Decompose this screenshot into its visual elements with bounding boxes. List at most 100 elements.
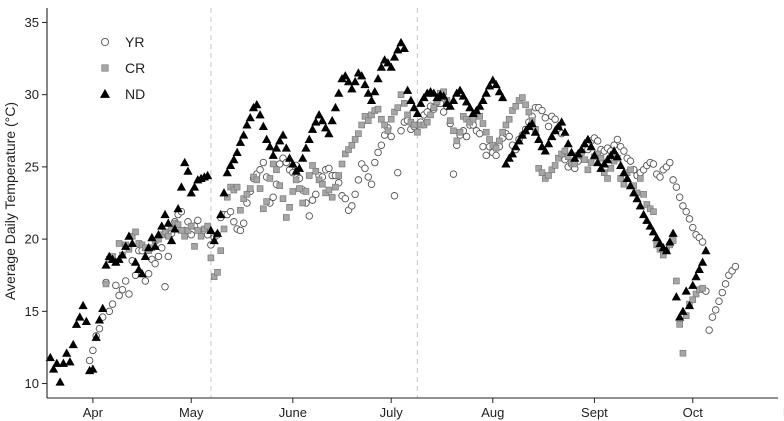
y-tick-label-15: 15: [25, 304, 39, 319]
point-yr-8: [112, 281, 120, 290]
point-nd-91: [343, 76, 354, 86]
point-nd-155: [553, 121, 563, 130]
point-nd-169: [599, 159, 609, 168]
point-nd-50: [209, 235, 219, 245]
point-cr-68: [325, 186, 333, 194]
point-cr-127: [519, 94, 526, 101]
point-nd-131: [475, 101, 485, 110]
point-yr-85: [364, 173, 372, 181]
point-nd-138: [498, 92, 508, 102]
point-nd-139: [501, 159, 511, 168]
point-nd-198: [694, 264, 704, 273]
point-nd-107: [396, 37, 406, 47]
point-cr-43: [243, 191, 251, 198]
point-nd-5: [62, 348, 72, 357]
x-tick-label-may: May: [179, 405, 204, 420]
point-cr-61: [302, 188, 310, 195]
point-cr-123: [505, 115, 513, 123]
point-nd-29: [140, 251, 150, 260]
x-tick-label-aug: Aug: [481, 405, 504, 420]
point-cr-157: [617, 175, 624, 182]
point-nd-67: [265, 141, 275, 151]
point-nd-117: [429, 88, 439, 97]
point-nd-3: [55, 377, 65, 386]
point-nd-23: [121, 241, 131, 250]
point-cr-64: [312, 167, 320, 175]
point-nd-69: [271, 143, 282, 152]
point-cr-146: [581, 156, 588, 163]
point-nd-197: [691, 271, 701, 281]
point-nd-81: [311, 117, 321, 126]
point-cr-106: [450, 127, 457, 135]
point-yr-189: [705, 326, 713, 334]
point-nd-44: [189, 182, 200, 191]
point-nd-97: [363, 88, 373, 97]
point-cr-87: [387, 115, 395, 123]
point-yr-17: [141, 277, 150, 285]
point-cr-57: [289, 188, 297, 195]
point-cr-26: [187, 222, 195, 230]
point-cr-60: [299, 199, 306, 207]
point-cr-147: [584, 166, 592, 174]
point-cr-137: [551, 162, 559, 169]
point-nd-53: [219, 188, 229, 197]
legend-label-nd: ND: [125, 86, 145, 102]
point-yr-142: [551, 115, 559, 123]
point-cr-58: [292, 176, 300, 184]
point-nd-84: [321, 123, 331, 132]
point-nd-149: [534, 134, 544, 143]
point-nd-8: [71, 319, 82, 328]
point-nd-171: [606, 150, 616, 159]
point-nd-184: [648, 227, 659, 236]
point-yr-81: [351, 190, 359, 199]
point-yr-33: [194, 216, 202, 225]
point-cr-34: [214, 269, 221, 276]
point-nd-66: [262, 134, 272, 143]
point-nd-185: [652, 232, 662, 242]
point-yr-190: [708, 313, 717, 321]
point-nd-104: [386, 62, 396, 71]
legend-label-yr: YR: [125, 34, 144, 50]
point-nd-30: [144, 243, 154, 252]
point-cr-66: [319, 180, 326, 188]
point-cr-24: [181, 232, 188, 240]
point-cr-100: [430, 104, 438, 111]
point-cr-80: [364, 117, 372, 124]
point-nd-39: [173, 204, 183, 213]
point-nd-161: [573, 149, 583, 158]
point-cr-90: [397, 91, 405, 98]
point-yr-138: [538, 106, 546, 115]
point-yr-191: [711, 306, 720, 314]
point-nd-63: [252, 100, 262, 109]
point-nd-42: [183, 166, 193, 175]
point-nd-86: [327, 115, 337, 125]
point-cr-94: [410, 121, 418, 129]
point-cr-31: [204, 222, 211, 230]
point-cr-83: [374, 105, 382, 113]
point-nd-4: [58, 358, 68, 367]
point-nd-70: [275, 136, 285, 145]
point-yr-94: [394, 168, 402, 177]
point-cr-135: [545, 172, 552, 179]
point-nd-2: [52, 358, 62, 367]
point-cr-76: [351, 136, 359, 143]
point-cr-115: [479, 120, 487, 127]
point-cr-176: [679, 349, 687, 357]
point-yr-155: [593, 137, 602, 145]
point-nd-162: [576, 144, 586, 154]
point-nd-108: [399, 43, 409, 52]
point-yr-86: [367, 180, 376, 188]
point-yr-194: [721, 280, 730, 288]
point-nd-1: [48, 364, 59, 373]
point-yr-139: [541, 114, 549, 122]
point-nd-199: [697, 257, 708, 266]
point-nd-140: [504, 153, 514, 162]
point-nd-54: [222, 167, 232, 177]
point-nd-144: [517, 130, 527, 139]
point-yr-7: [108, 300, 117, 308]
y-tick-label-20: 20: [25, 232, 39, 247]
point-cr-179: [689, 296, 697, 304]
point-yr-18: [144, 270, 153, 278]
point-nd-56: [229, 154, 239, 164]
point-cr-9: [132, 228, 139, 236]
